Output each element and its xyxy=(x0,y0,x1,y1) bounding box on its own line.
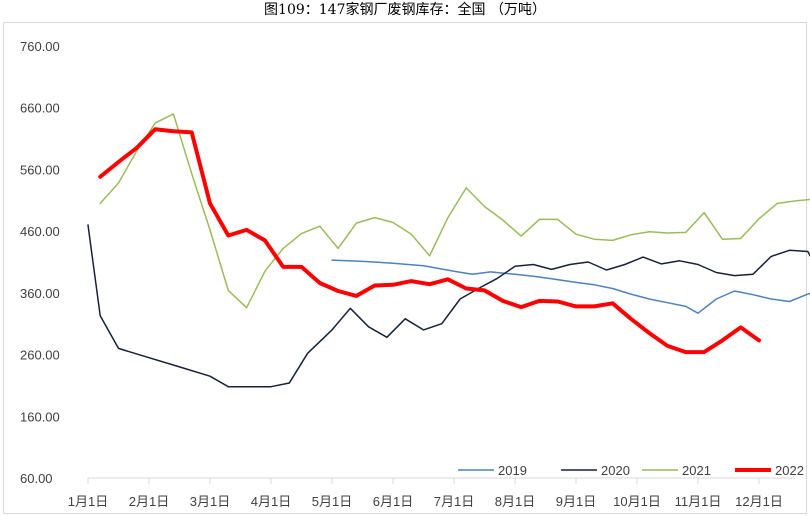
x-tick-label: 1月1日 xyxy=(68,494,108,509)
x-tick-label: 4月1日 xyxy=(251,494,291,509)
y-tick-label: 60.00 xyxy=(20,471,53,486)
y-tick-label: 760.00 xyxy=(20,39,60,54)
y-tick-label: 560.00 xyxy=(20,162,60,177)
y-tick-label: 360.00 xyxy=(20,286,60,301)
x-tick-label: 6月1日 xyxy=(373,494,413,509)
legend-label-2022: 2022 xyxy=(775,463,804,478)
x-tick-label: 3月1日 xyxy=(190,494,230,509)
legend-label-2020: 2020 xyxy=(601,463,630,478)
x-tick-label: 9月1日 xyxy=(556,494,596,509)
x-tick-label: 7月1日 xyxy=(434,494,474,509)
legend-label-2021: 2021 xyxy=(682,463,711,478)
y-tick-label: 260.00 xyxy=(20,348,60,363)
legend-label-2019: 2019 xyxy=(498,463,527,478)
x-tick-label: 2月1日 xyxy=(129,494,169,509)
x-tick-label: 11月1日 xyxy=(675,494,722,509)
x-tick-label: 10月1日 xyxy=(613,494,661,509)
series-line-2022 xyxy=(98,127,761,355)
y-tick-label: 160.00 xyxy=(20,409,60,424)
series-line-2020 xyxy=(87,224,810,388)
plot-area-border xyxy=(3,22,807,514)
y-tick-label: 460.00 xyxy=(20,224,60,239)
x-tick-label: 8月1日 xyxy=(495,494,535,509)
y-tick-label: 660.00 xyxy=(20,101,60,116)
chart-title: 图109：147家钢厂废钢库存：全国 （万吨） xyxy=(264,2,546,18)
x-tick-label: 5月1日 xyxy=(312,494,352,509)
series-line-2021 xyxy=(99,113,810,309)
x-tick-label: 12月1日 xyxy=(735,494,783,509)
series-line-2019 xyxy=(331,259,810,314)
